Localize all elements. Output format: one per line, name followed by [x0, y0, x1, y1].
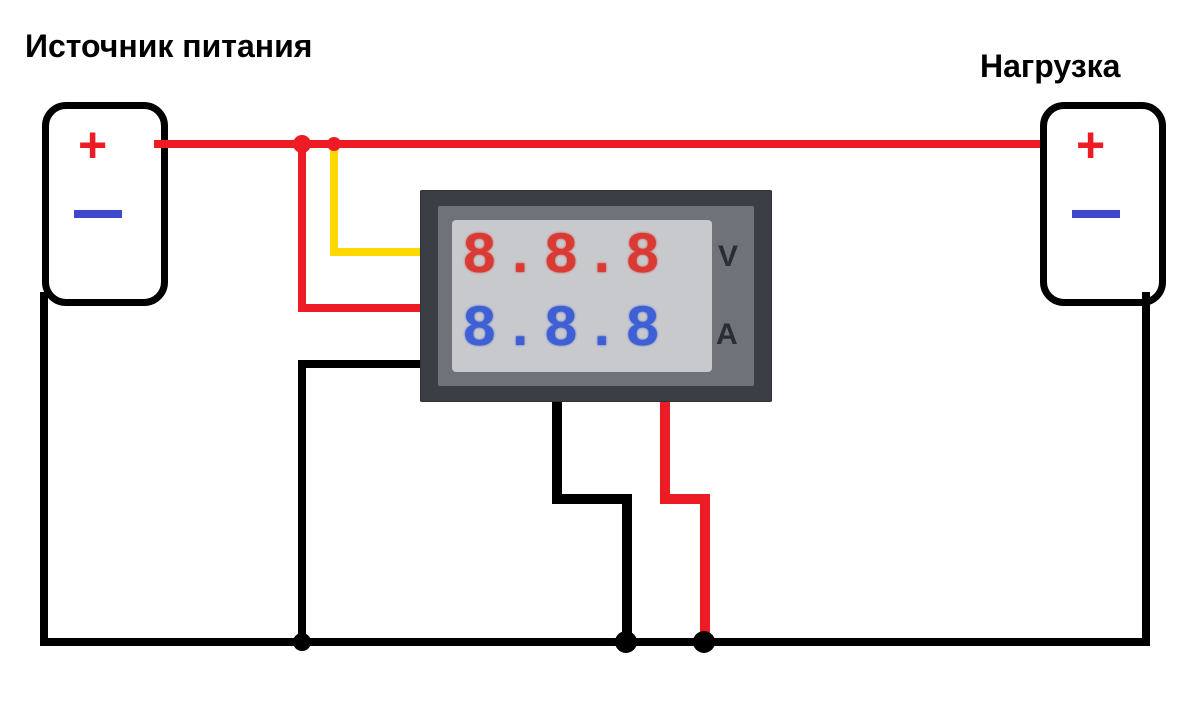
wire-thick-black-v2: [622, 494, 632, 646]
load-plus-icon: +: [1076, 120, 1105, 170]
wiring-diagram: Источник питания Нагрузка + + 8.8.8 V 8.…: [0, 0, 1200, 708]
wire-neg-rail-right-v: [1142, 292, 1150, 646]
junction-top-red-red: [293, 135, 311, 153]
wire-neg-rail-bottom: [40, 638, 1150, 646]
wire-neg-rail-left-v: [40, 292, 48, 646]
voltage-unit: V: [718, 240, 738, 274]
load-label: Нагрузка: [980, 48, 1120, 85]
current-readout: 8.8.8: [462, 298, 666, 363]
wire-thick-red-v2: [700, 494, 710, 646]
junction-bottom-red: [693, 631, 715, 653]
wire-yellow-h: [330, 248, 420, 256]
current-unit: A: [716, 318, 738, 352]
wire-yellow-v: [330, 144, 338, 254]
source-label: Источник питания: [25, 28, 312, 65]
wire-black-stub-h: [298, 360, 420, 368]
load-minus-icon: [1072, 210, 1120, 218]
junction-bottom-black: [615, 631, 637, 653]
junction-top-red-yellow: [327, 137, 341, 151]
wire-red-h: [298, 304, 420, 312]
wire-red-v: [298, 144, 306, 312]
source-plus-icon: +: [78, 120, 107, 170]
wire-black-stub-v: [298, 360, 306, 646]
wire-pos-rail: [154, 140, 1040, 148]
wire-thick-red-v: [660, 402, 670, 502]
voltage-readout: 8.8.8: [462, 225, 666, 290]
wire-thick-black-h: [552, 494, 630, 504]
source-minus-icon: [74, 210, 122, 218]
wire-thick-black-v: [552, 402, 562, 502]
junction-stub-black: [293, 633, 311, 651]
